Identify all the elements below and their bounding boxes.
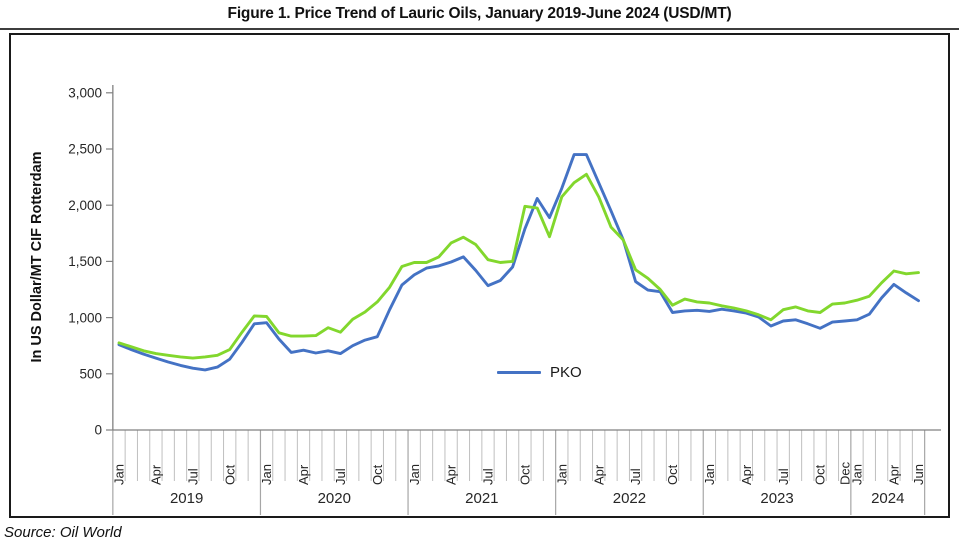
month-tick-label: Jan [702, 464, 717, 485]
month-tick-label: Apr [886, 464, 901, 485]
month-tick-label: Jan [554, 464, 569, 485]
y-tick-label: 2,500 [68, 142, 102, 157]
y-tick-label: 500 [79, 367, 102, 382]
month-tick-label: Apr [739, 464, 754, 485]
month-tick-label: Jan [850, 464, 865, 485]
month-tick-label: Jan [112, 464, 127, 485]
month-tick-label: Oct [813, 464, 828, 485]
month-tick-label: Oct [517, 464, 532, 485]
month-tick-label: Jul [481, 468, 496, 485]
year-label: 2023 [760, 490, 793, 507]
month-tick-label: Jul [776, 468, 791, 485]
legend-line-swatch [497, 370, 541, 375]
month-tick-label: Oct [222, 464, 237, 485]
year-label: 2019 [170, 490, 203, 507]
y-tick-label: 3,000 [68, 86, 102, 101]
month-tick-label: Oct [370, 464, 385, 485]
year-label: 2021 [465, 490, 498, 507]
legend: PKO [497, 364, 582, 381]
figure-title: Figure 1. Price Trend of Lauric Oils, Ja… [227, 5, 732, 22]
chart-canvas: 0 500 1,000 1,500 2,000 2,500 3,000 Jan Apr Jul Oc… [68, 85, 941, 515]
month-tick-label: Oct [665, 464, 680, 485]
y-tick-label: 1,500 [68, 254, 102, 269]
year-label: 2020 [318, 490, 351, 507]
month-tick-label: Jul [628, 468, 643, 485]
month-tick-label: Jun [911, 464, 926, 485]
month-tick-label: Jul [333, 468, 348, 485]
series-line-2 [117, 172, 920, 360]
source-note: Source: Oil World [4, 524, 122, 541]
legend-label: PKO [550, 364, 582, 381]
month-tick-label: Jul [185, 468, 200, 485]
y-tick-label: 2,000 [68, 198, 102, 213]
month-tick-label: Apr [148, 464, 163, 485]
title-divider-rule [0, 28, 959, 30]
y-tick-label: 1,000 [68, 310, 102, 325]
series-line-pko [117, 153, 920, 372]
month-tick-label: Jan [259, 464, 274, 485]
y-axis-title: In US Dollar/MT CIF Rotterdam [29, 151, 45, 363]
month-tick-label: Apr [296, 464, 311, 485]
month-tick-label: Jan [407, 464, 422, 485]
chart-frame: 0 500 1,000 1,500 2,000 2,500 3,000 Jan Apr Jul Oc… [9, 33, 950, 518]
month-tick-label: Dec [837, 461, 852, 485]
month-tick-label: Apr [444, 464, 459, 485]
y-tick-label: 0 [94, 423, 102, 438]
year-label: 2024 [871, 490, 904, 507]
year-label: 2022 [613, 490, 646, 507]
month-tick-label: Apr [591, 464, 606, 485]
